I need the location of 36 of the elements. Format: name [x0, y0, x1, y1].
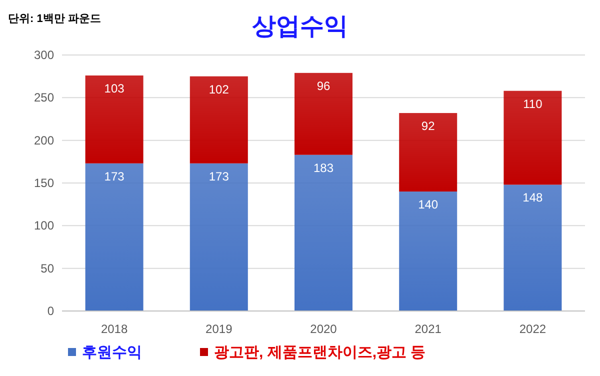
bar — [504, 90, 562, 185]
y-tick-label: 100 — [34, 218, 54, 233]
bar — [504, 184, 562, 311]
bar — [190, 163, 248, 311]
x-tick-label: 2019 — [206, 322, 233, 336]
y-tick-label: 0 — [47, 304, 54, 318]
chart-title: 상업수익 — [252, 13, 348, 40]
data-label: 183 — [313, 160, 334, 175]
y-tick-label: 150 — [34, 176, 54, 190]
bar — [399, 113, 458, 192]
text: 단위: 1백만 파운드 — [8, 13, 101, 25]
data-label: 148 — [522, 190, 544, 205]
legend-label: 광고판, 제품프랜차이즈,광고 등 — [214, 344, 426, 361]
x-tick-label: 2022 — [519, 322, 546, 336]
y-tick-label: 300 — [34, 48, 54, 62]
bar — [294, 72, 352, 155]
data-label: 173 — [208, 169, 230, 184]
bar — [294, 154, 352, 311]
legend-label: 후원수익 — [82, 344, 142, 361]
data-label: 140 — [418, 198, 438, 212]
data-label: 102 — [208, 82, 230, 96]
x-tick-label: 2018 — [100, 322, 128, 336]
bar — [85, 163, 144, 311]
data-label: 92 — [421, 119, 436, 134]
y-tick-label: 200 — [34, 133, 54, 148]
y-tick-label: 50 — [40, 261, 54, 276]
data-label: 103 — [104, 81, 125, 96]
bar — [190, 76, 248, 164]
y-tick-label: 250 — [34, 90, 54, 105]
data-label: 173 — [104, 169, 125, 184]
bar — [399, 192, 458, 311]
x-tick-label: 2020 — [310, 322, 338, 336]
data-label: 96 — [316, 78, 330, 93]
bar — [85, 75, 144, 164]
x-tick-label: 2021 — [414, 322, 442, 336]
data-label: 110 — [523, 96, 543, 111]
